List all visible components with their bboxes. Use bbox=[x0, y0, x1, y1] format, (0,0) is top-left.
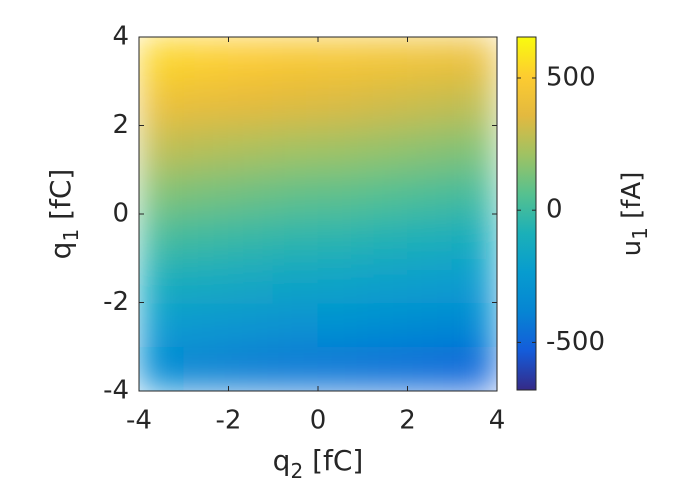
heatmap-cell bbox=[183, 169, 229, 215]
heatmap-cell bbox=[407, 125, 453, 171]
y-tick-label: -4 bbox=[103, 376, 129, 406]
heatmap bbox=[139, 37, 497, 391]
heatmap-cell bbox=[183, 257, 229, 303]
c-label-rest: [fA] bbox=[617, 172, 647, 228]
colorbar-tick-label: -500 bbox=[546, 327, 605, 357]
colorbar-scale bbox=[516, 36, 537, 391]
heatmap-cell bbox=[451, 169, 497, 215]
heatmap-cell bbox=[362, 213, 408, 259]
heatmap-cell bbox=[228, 37, 274, 82]
heatmap-cell bbox=[228, 302, 274, 348]
heatmap-cell bbox=[317, 37, 364, 82]
heatmap-cell bbox=[362, 302, 408, 348]
heatmap-cell bbox=[362, 169, 408, 215]
heatmap-cell bbox=[183, 213, 229, 259]
y-tick-label: -2 bbox=[103, 287, 129, 317]
heatmap-cell bbox=[407, 346, 453, 391]
colorbar-tick-label: 500 bbox=[546, 62, 596, 92]
heatmap-cell bbox=[362, 37, 408, 82]
heatmap-cell bbox=[317, 302, 364, 348]
heatmap-cell bbox=[139, 302, 185, 348]
heatmap-cell bbox=[451, 257, 497, 303]
heatmap-cell bbox=[407, 37, 453, 82]
heatmap-cell bbox=[451, 346, 497, 391]
heatmap-cell bbox=[317, 169, 364, 215]
heatmap-cell bbox=[362, 80, 408, 126]
x-axis-label: q2 [fC] bbox=[273, 444, 364, 483]
heatmap-cell bbox=[451, 80, 497, 126]
heatmap-cell bbox=[183, 125, 229, 171]
heatmap-cell bbox=[272, 37, 319, 82]
heatmap-cell bbox=[272, 302, 319, 348]
x-label-base: q bbox=[273, 444, 291, 477]
heatmap-cell bbox=[228, 257, 274, 303]
colorbar-label: u1 [fA] bbox=[617, 172, 652, 257]
heatmap-cell bbox=[272, 213, 319, 259]
heatmap-cell bbox=[139, 213, 185, 259]
heatmap-cell bbox=[228, 80, 274, 126]
heatmap-cell bbox=[407, 213, 453, 259]
heatmap-cell bbox=[272, 346, 319, 391]
x-tick-label: 4 bbox=[489, 406, 506, 436]
y-label-sub: 1 bbox=[59, 229, 83, 242]
heatmap-cell bbox=[362, 125, 408, 171]
heatmap-cell bbox=[183, 346, 229, 391]
heatmap-cell bbox=[228, 213, 274, 259]
x-tick-label: -2 bbox=[216, 406, 242, 436]
y-tick-label: 2 bbox=[112, 110, 129, 140]
heatmap-cell bbox=[183, 302, 229, 348]
heatmap-cell bbox=[317, 257, 364, 303]
heatmap-cells bbox=[139, 37, 497, 391]
heatmap-cell bbox=[272, 80, 319, 126]
heatmap-cell bbox=[228, 346, 274, 391]
heatmap-cell bbox=[451, 125, 497, 171]
heatmap-cell bbox=[451, 213, 497, 259]
heatmap-cell bbox=[451, 302, 497, 348]
x-label-sub: 2 bbox=[290, 459, 303, 483]
heatmap-cell bbox=[139, 80, 185, 126]
y-label-base: q bbox=[44, 242, 77, 260]
c-label-base: u bbox=[617, 240, 647, 256]
heatmap-cell bbox=[362, 346, 408, 391]
y-tick-label: 4 bbox=[112, 22, 129, 52]
heatmap-cell bbox=[272, 257, 319, 303]
heatmap-cell bbox=[139, 346, 185, 391]
heatmap-cell bbox=[272, 125, 319, 171]
heatmap-cell bbox=[272, 169, 319, 215]
axes: -4 -2 0 2 4 -4 -2 0 2 4 bbox=[103, 22, 505, 436]
heatmap-cell bbox=[228, 125, 274, 171]
heatmap-cell bbox=[317, 80, 364, 126]
heatmap-cell bbox=[139, 125, 185, 171]
heatmap-cell bbox=[317, 125, 364, 171]
heatmap-cell bbox=[139, 37, 185, 82]
x-tick-label: 2 bbox=[399, 406, 416, 436]
colorbar-tick-label: 0 bbox=[546, 195, 563, 225]
heatmap-cell bbox=[362, 257, 408, 303]
heatmap-cell bbox=[407, 257, 453, 303]
heatmap-cell bbox=[407, 302, 453, 348]
heatmap-cell bbox=[317, 213, 364, 259]
heatmap-cell bbox=[183, 37, 229, 82]
y-axis-label: q1 [fC] bbox=[44, 169, 83, 260]
heatmap-cell bbox=[451, 37, 497, 82]
x-tick-label: -4 bbox=[126, 406, 152, 436]
colorbar: -500 0 500 bbox=[516, 36, 605, 391]
y-label-rest: [fC] bbox=[44, 169, 77, 229]
c-label-sub: 1 bbox=[628, 227, 652, 240]
heatmap-cell bbox=[317, 346, 364, 391]
x-label-rest: [fC] bbox=[303, 444, 363, 477]
heatmap-cell bbox=[407, 169, 453, 215]
heatmap-cell bbox=[228, 169, 274, 215]
y-tick-label: 0 bbox=[112, 199, 129, 229]
heatmap-cell bbox=[407, 80, 453, 126]
heatmap-cell bbox=[183, 80, 229, 126]
x-tick-label: 0 bbox=[310, 406, 327, 436]
heatmap-cell bbox=[139, 169, 185, 215]
heatmap-cell bbox=[139, 257, 185, 303]
